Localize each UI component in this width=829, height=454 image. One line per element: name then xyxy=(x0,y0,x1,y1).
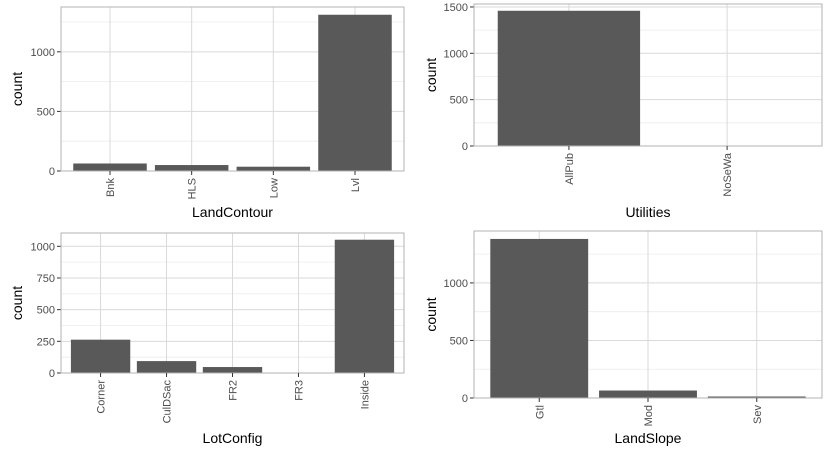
bar-hls xyxy=(154,165,229,171)
x-tick-label-low: Low xyxy=(268,178,280,198)
bar-fr2 xyxy=(202,367,263,373)
y-axis-title: count xyxy=(423,58,439,92)
y-tick-label: 1000 xyxy=(444,278,468,290)
bar-gtl xyxy=(490,238,589,398)
y-tick-label: 500 xyxy=(450,95,468,107)
y-tick-label: 1000 xyxy=(444,48,468,60)
chart-panel-landslope: 0 500 1000 Gtl Mod Sev LandSlope count xyxy=(423,230,823,446)
y-tick-label: 1000 xyxy=(31,47,55,59)
x-tick-label-fr3: FR3 xyxy=(293,380,305,401)
x-tick-label-allpub: AllPub xyxy=(564,153,576,185)
y-tick-label: 0 xyxy=(462,141,468,153)
bar-lvl xyxy=(318,14,392,171)
bar-sev xyxy=(707,396,806,398)
x-axis-title: LotConfig xyxy=(203,430,263,446)
x-tick-label-culdsac: CulDSac xyxy=(162,380,174,424)
x-tick-label-hls: HLS xyxy=(187,178,199,199)
chart-panel-utilities: 0 500 1000 1500 AllPub NoSeWa Utilities count xyxy=(423,2,823,220)
bar-low xyxy=(236,166,311,171)
x-tick-label-bnk: Bnk xyxy=(105,178,117,197)
y-tick-label: 500 xyxy=(37,106,55,118)
y-tick-label: 750 xyxy=(37,273,55,285)
x-tick-label-gtl: Gtl xyxy=(534,405,546,419)
y-axis-title: count xyxy=(9,72,25,106)
bar-inside xyxy=(334,239,395,373)
bar-corner xyxy=(70,339,131,373)
y-axis-title: count xyxy=(423,297,439,331)
x-tick-label-nosewa: NoSeWa xyxy=(722,152,734,196)
y-tick-label: 500 xyxy=(450,335,468,347)
x-tick-label-lvl: Lvl xyxy=(350,178,362,192)
bar-mod xyxy=(599,390,697,398)
x-axis-title: LandContour xyxy=(192,204,273,220)
x-axis-title: Utilities xyxy=(625,204,670,220)
x-tick-label-mod: Mod xyxy=(643,405,655,426)
chart-panel-landcontour: 0 500 1000 Bnk HLS Low Lvl LandContour count xyxy=(9,6,405,220)
bar-allpub xyxy=(497,10,641,147)
x-tick-label-inside: Inside xyxy=(359,380,371,409)
y-tick-label: 1500 xyxy=(444,2,468,14)
y-tick-label: 0 xyxy=(462,393,468,405)
x-tick-label-fr2: FR2 xyxy=(228,380,240,401)
bar-culdsac xyxy=(136,361,197,373)
panel-border xyxy=(473,3,823,147)
y-tick-label: 0 xyxy=(49,166,55,178)
y-tick-label: 500 xyxy=(37,305,55,317)
y-tick-label: 1000 xyxy=(31,241,55,253)
x-tick-label-corner: Corner xyxy=(96,380,108,414)
x-tick-label-sev: Sev xyxy=(752,405,764,424)
y-tick-label: 0 xyxy=(49,368,55,380)
y-axis-title: count xyxy=(9,286,25,320)
bar-bnk xyxy=(73,163,147,171)
x-axis-title: LandSlope xyxy=(615,430,682,446)
panel-border xyxy=(60,6,405,172)
chart-panel-lotconfig: 0 250 500 750 1000 Corner CulDSac FR2 FR3 Inside L… xyxy=(9,232,405,446)
y-tick-label: 250 xyxy=(37,336,55,348)
